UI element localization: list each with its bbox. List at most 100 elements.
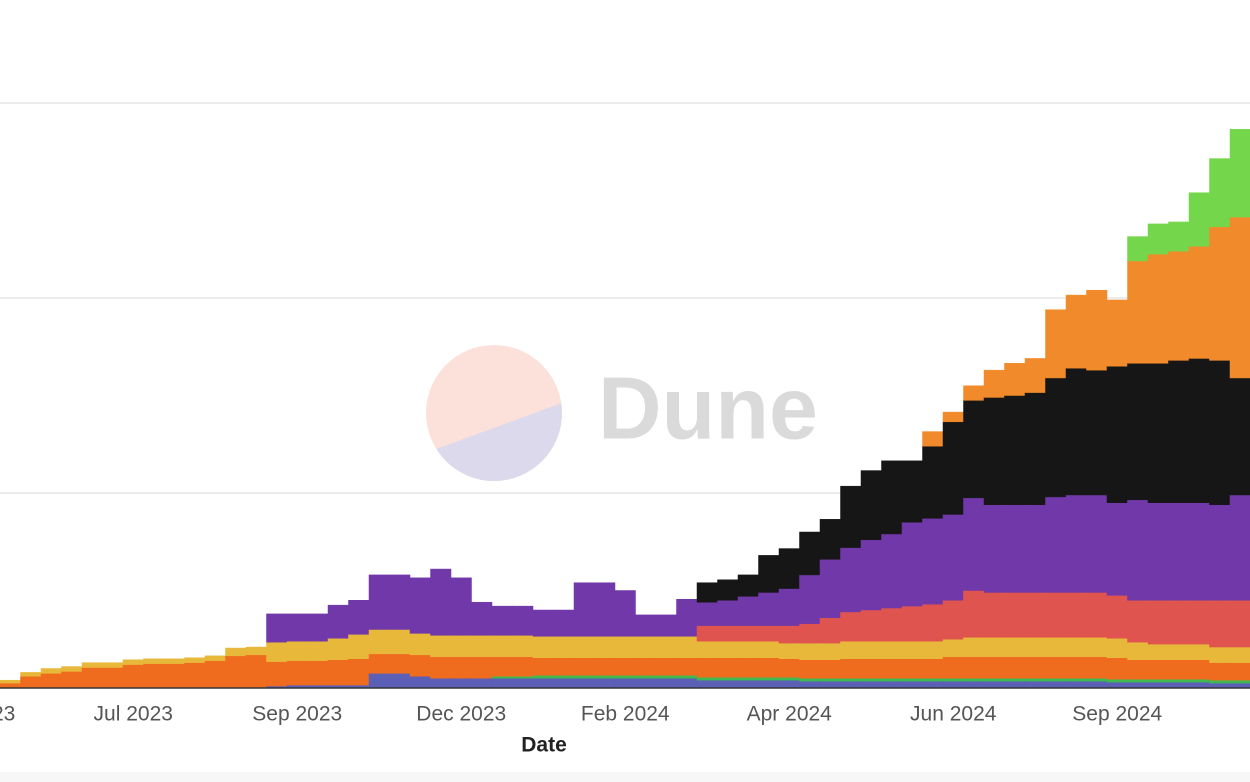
bar-segment [1188,192,1210,247]
bar-segment [1065,678,1087,682]
bar-segment [614,675,636,679]
bar-segment [20,676,42,689]
bar-segment [1065,592,1087,638]
bar-segment [1127,641,1149,660]
bar-segment [40,668,62,674]
bar-segment [983,678,1005,682]
bar-segment [901,522,923,607]
bar-segment [225,655,247,689]
bar-segment [1086,656,1108,679]
bar-segment [471,656,493,679]
bar-segment [389,653,411,674]
bar-segment [717,677,739,681]
bar-segment [307,640,329,661]
bar-segment [245,654,267,689]
bar-segment [327,659,349,686]
bar-segment [553,675,575,679]
watermark-text: Dune [598,358,818,457]
bar-segment [1229,377,1250,496]
bar-segment [840,640,862,660]
bar-segment [1045,678,1067,682]
bar-segment [1106,502,1128,596]
bar-segment [512,656,534,677]
bar-segment [1168,659,1190,680]
bar-segment [1229,216,1250,379]
bar-segment [901,680,923,689]
bar-segment [368,629,390,655]
bar-segment [1209,226,1231,361]
bar-segment [1106,299,1128,367]
bar-segment [389,673,411,689]
bar-segment [1065,367,1087,496]
bar-segment [922,678,944,682]
bar-segment [327,638,349,660]
bar-segment [1024,680,1046,689]
bar-segment [983,680,1005,689]
bar-segment [491,676,513,679]
bar-segment [717,679,739,689]
bar-segment [676,657,698,676]
bar-segment [758,679,780,689]
bar-segment [450,656,472,679]
bar-segment [1024,678,1046,682]
bar-segment [840,611,862,642]
bar-segment [942,421,964,515]
bar-segment [819,659,841,679]
bar-segment [676,636,698,659]
bar-segment [758,640,780,659]
bar-segment [819,678,841,682]
footer-strip [0,772,1250,782]
bar-segment [819,680,841,689]
bar-segment [963,385,985,401]
bar-segment [696,677,718,681]
bar-segment [1127,236,1149,262]
bar-segment [0,679,21,684]
bar-segment [881,460,903,535]
bar-segment [635,614,657,637]
bar-segment [225,647,247,657]
bar-segment [676,678,698,689]
bar-segment [1004,637,1026,658]
bar-segment [1004,395,1026,505]
bar-segment [696,625,718,642]
bar-segment [1127,678,1149,683]
bar-segment [1004,592,1026,638]
bar-segment [348,600,370,635]
bar-segment [1045,377,1067,498]
bar-segment [737,677,759,681]
bar-segment [307,660,329,686]
bar-segment [1004,678,1026,682]
bar-segment [1209,662,1231,681]
bar-segment [1045,656,1067,679]
bar-segment [717,640,739,659]
bar-segment [881,533,903,609]
bar-segment [901,640,923,660]
bar-segment [840,680,862,689]
bar-segment [655,614,677,637]
bar-segment [471,601,493,636]
bar-segment [450,635,472,658]
bar-segment [1229,494,1250,601]
bar-segment [1168,678,1190,683]
bar-segment [1106,681,1128,689]
bar-segment [1106,638,1128,659]
bar-segment [922,603,944,642]
bar-segment [20,672,42,677]
bar-segment [1086,678,1108,682]
bar-segment [737,596,759,626]
bar-segment [614,636,636,659]
x-tick-label: Jun 2024 [910,703,997,726]
bar-segment [696,582,718,603]
bar-segment [491,678,513,689]
bar-segment [799,659,821,679]
bar-segment [819,617,841,644]
bar-segment [532,678,554,689]
bar-segment [942,639,964,658]
bar-segment [860,609,882,642]
bar-segment [881,678,903,682]
bar-segment [553,609,575,637]
bar-segment [799,642,821,660]
bar-segment [860,640,882,660]
bar-segment [1086,289,1108,371]
bar-segment [61,666,83,672]
